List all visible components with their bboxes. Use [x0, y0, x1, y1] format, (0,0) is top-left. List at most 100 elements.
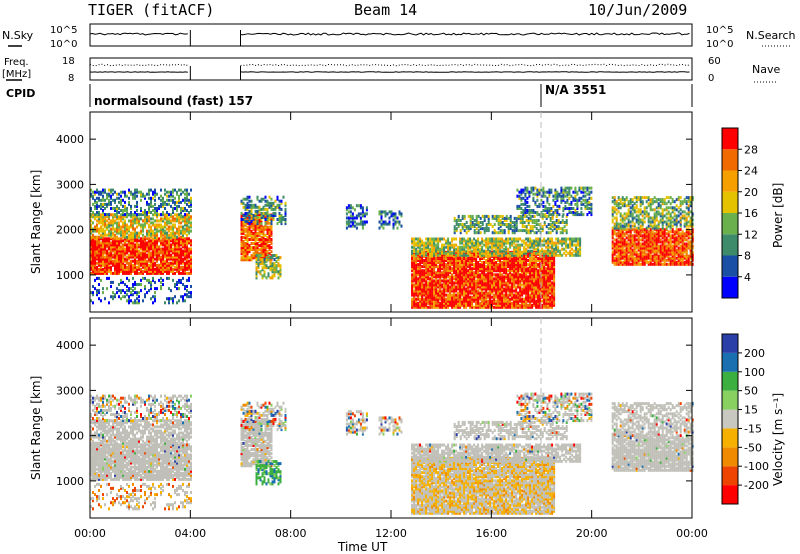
power-cell: [246, 217, 249, 221]
power-cell: [90, 247, 92, 251]
power-cell: [174, 225, 176, 229]
power-cell: [136, 194, 138, 198]
power-cell: [419, 254, 422, 258]
power-cell: [94, 237, 96, 241]
power-cell: [128, 297, 130, 301]
power-cell: [427, 243, 430, 247]
power-cell: [467, 237, 470, 241]
power-cell: [242, 229, 245, 233]
power-cell: [144, 196, 146, 200]
power-cell: [106, 239, 108, 243]
power-cell: [90, 237, 92, 241]
power-cell: [180, 200, 182, 204]
power-cell: [112, 239, 114, 243]
power-cell: [549, 273, 552, 277]
power-cell: [443, 245, 446, 249]
power-cell: [499, 299, 502, 303]
power-cell: [108, 245, 110, 249]
power-cell: [256, 197, 259, 201]
power-cell: [164, 233, 166, 237]
power-cell: [537, 243, 540, 247]
power-cell: [499, 265, 502, 269]
power-cell: [136, 239, 138, 243]
power-cell: [561, 247, 564, 251]
power-cell: [549, 297, 552, 301]
power-cell: [271, 266, 274, 270]
power-cell: [477, 281, 480, 285]
power-cell: [467, 303, 470, 307]
power-cell: [419, 287, 422, 291]
power-cell: [413, 299, 416, 303]
power-cell: [457, 219, 460, 222]
power-cell: [162, 247, 164, 251]
power-cell: [174, 213, 176, 217]
power-cell: [511, 285, 514, 289]
power-cell: [429, 273, 432, 277]
power-cell: [477, 299, 480, 303]
power-cell: [433, 295, 436, 299]
power-cell: [162, 249, 164, 253]
power-cell: [495, 257, 498, 260]
power-cell: [182, 233, 184, 237]
power-cell: [475, 267, 478, 271]
power-cell: [429, 237, 432, 241]
power-cell: [250, 217, 253, 221]
power-cell: [150, 247, 152, 251]
power-cell: [345, 212, 348, 216]
power-cell: [154, 287, 156, 291]
power-cell: [244, 246, 247, 250]
power-cell: [517, 247, 520, 251]
power-cell: [355, 226, 358, 230]
power-cell: [461, 299, 464, 303]
power-cell: [156, 255, 158, 259]
power-cell: [274, 207, 277, 211]
power-cell: [521, 269, 524, 273]
power-cell: [503, 271, 506, 275]
power-cell: [411, 245, 414, 249]
power-cell: [519, 247, 522, 251]
power-cell: [545, 259, 548, 262]
power-cell: [541, 285, 544, 289]
power-cell: [417, 281, 420, 285]
power-cell: [176, 192, 178, 196]
power-cell: [158, 265, 160, 269]
power-cell: [419, 259, 422, 262]
power-cell: [282, 195, 285, 199]
power-cell: [156, 287, 158, 291]
power-cell: [116, 263, 118, 267]
power-cell: [264, 254, 267, 258]
power-cell: [471, 287, 474, 291]
power-cell: [539, 249, 542, 253]
power-cell: [102, 287, 104, 291]
power-cell: [551, 277, 554, 281]
power-cell: [128, 245, 130, 249]
power-cell: [471, 243, 474, 247]
power-cell: [347, 210, 350, 214]
power-cell: [132, 243, 134, 247]
power-cell: [547, 287, 550, 291]
power-cell: [112, 215, 114, 219]
power-cell: [473, 265, 476, 269]
power-cell: [154, 231, 156, 235]
power-cell: [190, 196, 192, 200]
power-cell: [258, 221, 261, 225]
power-cell: [164, 265, 166, 269]
power-cell: [128, 263, 130, 267]
power-cell: [114, 295, 116, 299]
power-cell: [457, 295, 460, 299]
power-cell: [98, 204, 100, 208]
power-cell: [467, 271, 470, 275]
power-cell: [170, 261, 172, 265]
power-cell: [154, 223, 156, 227]
power-cell: [96, 241, 98, 245]
power-cell: [246, 240, 249, 243]
power-cell: [479, 253, 482, 257]
power-cell: [246, 252, 249, 256]
power-cell: [176, 229, 178, 233]
power-cell: [515, 301, 518, 305]
power-cell: [471, 245, 474, 249]
power-cell: [547, 275, 550, 279]
power-cell: [497, 249, 500, 253]
power-cell: [523, 277, 526, 281]
